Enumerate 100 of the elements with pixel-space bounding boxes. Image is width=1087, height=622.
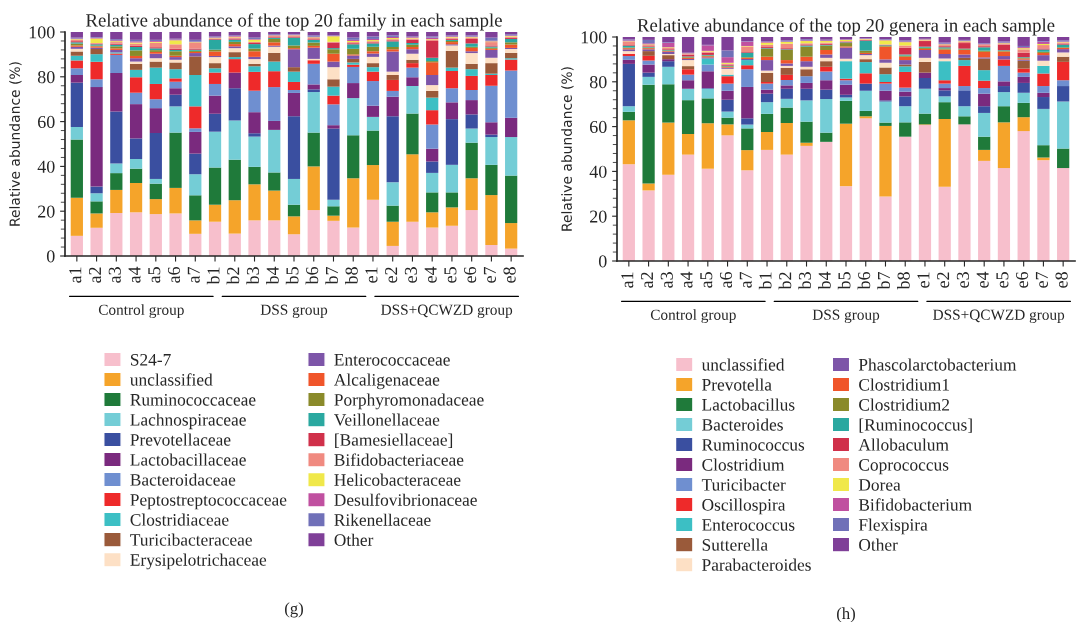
x-tick-label: b4 [266, 266, 279, 285]
text: (h) [837, 607, 855, 622]
legend-label: Desulfovibrionaceae [334, 493, 477, 506]
legend-label: Veillonellaceae [334, 413, 440, 426]
x-tick-label: e5 [444, 267, 457, 283]
legend-label: Peptostreptococcaceae [130, 494, 287, 510]
legend-label: Bacteroidaceae [130, 473, 236, 486]
x-tick-label: b4 [818, 271, 831, 290]
legend-label: Bifidobacterium [858, 498, 972, 511]
x-tick-label: b1 [758, 272, 772, 290]
legend-label: Sutterella [702, 538, 768, 551]
legend-label: Coprococcus [859, 459, 949, 475]
y-tick-label: 100 [581, 31, 607, 44]
legend-label: Lactobacillaceae [130, 453, 246, 466]
x-tick-label: a7 [739, 271, 752, 288]
y-tick-label: 0 [598, 255, 607, 268]
x-tick-label: a1 [621, 272, 634, 288]
x-tick-label: a2 [88, 267, 102, 283]
legend-label: Other [334, 533, 374, 546]
text: DSS+QCWZD group [933, 309, 1065, 324]
x-tick-label: e7 [483, 266, 496, 283]
x-tick-label: b8 [345, 267, 358, 285]
x-tick-label: a2 [640, 272, 654, 288]
text: DSS group [812, 309, 880, 324]
legend-label: Clostridium1 [859, 378, 949, 391]
legend-label: Ruminococcaceae [130, 394, 256, 406]
x-tick-label: a6 [719, 271, 733, 288]
x-tick-label: b8 [897, 272, 910, 290]
chart-title: Relative abundance of the top 20 family in each sample [86, 13, 502, 31]
legend-label: Phascolarctobacterium [858, 358, 1017, 371]
legend-label: Ruminococcus [702, 439, 805, 451]
x-tick-label: e1 [917, 272, 930, 288]
x-tick-label: b5 [837, 272, 851, 290]
x-tick-label: e6 [464, 266, 477, 283]
legend-label: Bacteroides [702, 418, 783, 431]
x-tick-label: b5 [285, 267, 299, 285]
text: (g) [285, 602, 303, 618]
y-tick-label: 40 [37, 160, 55, 173]
y-tick-label: 80 [37, 71, 55, 84]
x-tick-label: e3 [956, 272, 969, 288]
text: DSS+QCWZD group [381, 304, 513, 319]
legend-label: [Ruminococcus] [859, 418, 972, 433]
x-tick-label: b7 [877, 271, 890, 290]
y-tick-label: 100 [29, 26, 55, 39]
legend-label: Turicibacteraceae [130, 533, 252, 546]
x-tick-label: e2 [937, 272, 950, 288]
x-tick-label: a4 [680, 271, 693, 288]
x-tick-label: e8 [1055, 272, 1068, 288]
x-tick-label: b3 [798, 272, 812, 290]
y-axis-title: Relative abundance (%) [561, 67, 574, 231]
x-tick-label: e4 [424, 266, 437, 283]
x-tick-label: e6 [1016, 271, 1029, 288]
legend-label: S24-7 [130, 353, 171, 366]
x-tick-label: e4 [976, 271, 989, 288]
legend-label: Lachnospiraceae [130, 413, 246, 430]
y-tick-label: 20 [38, 205, 55, 218]
legend-label: Allobaculum [858, 438, 949, 451]
x-tick-label: b2 [226, 267, 240, 285]
y-axis-title: Relative abundance (%) [9, 62, 22, 226]
x-tick-label: a5 [148, 267, 161, 283]
text: Control group [650, 309, 736, 324]
legend-label: Bifidobacteriaceae [334, 453, 464, 466]
x-tick-label: a5 [700, 272, 713, 288]
x-tick-label: b6 [857, 271, 871, 290]
legend-label: Prevotellaceae [130, 433, 231, 446]
x-tick-label: e5 [996, 272, 1009, 288]
x-tick-label: b2 [778, 272, 792, 290]
legend-label: Clostridium [702, 458, 785, 471]
legend-label: Parabacteroides [702, 558, 811, 571]
legend-label: Enterococcus [702, 519, 795, 531]
x-tick-label: a3 [108, 267, 121, 283]
x-tick-label: b6 [305, 266, 319, 285]
legend-label: Helicobacteraceae [334, 473, 461, 486]
y-tick-label: 20 [590, 210, 607, 223]
legend-label: Turicibacter [701, 478, 786, 491]
legend-label: Lactobacillus [702, 398, 795, 411]
x-tick-label: e8 [503, 267, 516, 283]
x-tick-label: a1 [69, 267, 82, 283]
legend-label: Enterococcaceae [334, 354, 450, 366]
legend-label: Flexispira [858, 518, 928, 535]
legend-label: Clostridium2 [859, 398, 950, 411]
legend-label: unclassified [701, 358, 785, 371]
legend-label: Clostridiaceae [130, 513, 229, 526]
x-tick-label: b7 [325, 266, 338, 285]
x-tick-label: e7 [1035, 271, 1048, 288]
legend-label: Alcaligenaceae [333, 373, 440, 390]
text: DSS group [260, 304, 328, 319]
x-tick-label: e2 [385, 267, 398, 283]
legend-label: unclassified [130, 373, 213, 386]
x-tick-label: b3 [246, 267, 260, 285]
x-tick-label: e1 [365, 267, 378, 283]
legend-label: Erysipelotrichaceae [130, 553, 267, 570]
legend-label: Dorea [858, 479, 901, 491]
text: Control group [98, 304, 184, 319]
legend-label: Other [859, 538, 898, 551]
x-tick-label: a7 [187, 266, 200, 283]
x-tick-label: a4 [128, 266, 141, 283]
legend-label: Prevotella [702, 378, 772, 391]
legend-label: Rikenellaceae [334, 513, 431, 526]
y-tick-label: 0 [46, 250, 55, 263]
